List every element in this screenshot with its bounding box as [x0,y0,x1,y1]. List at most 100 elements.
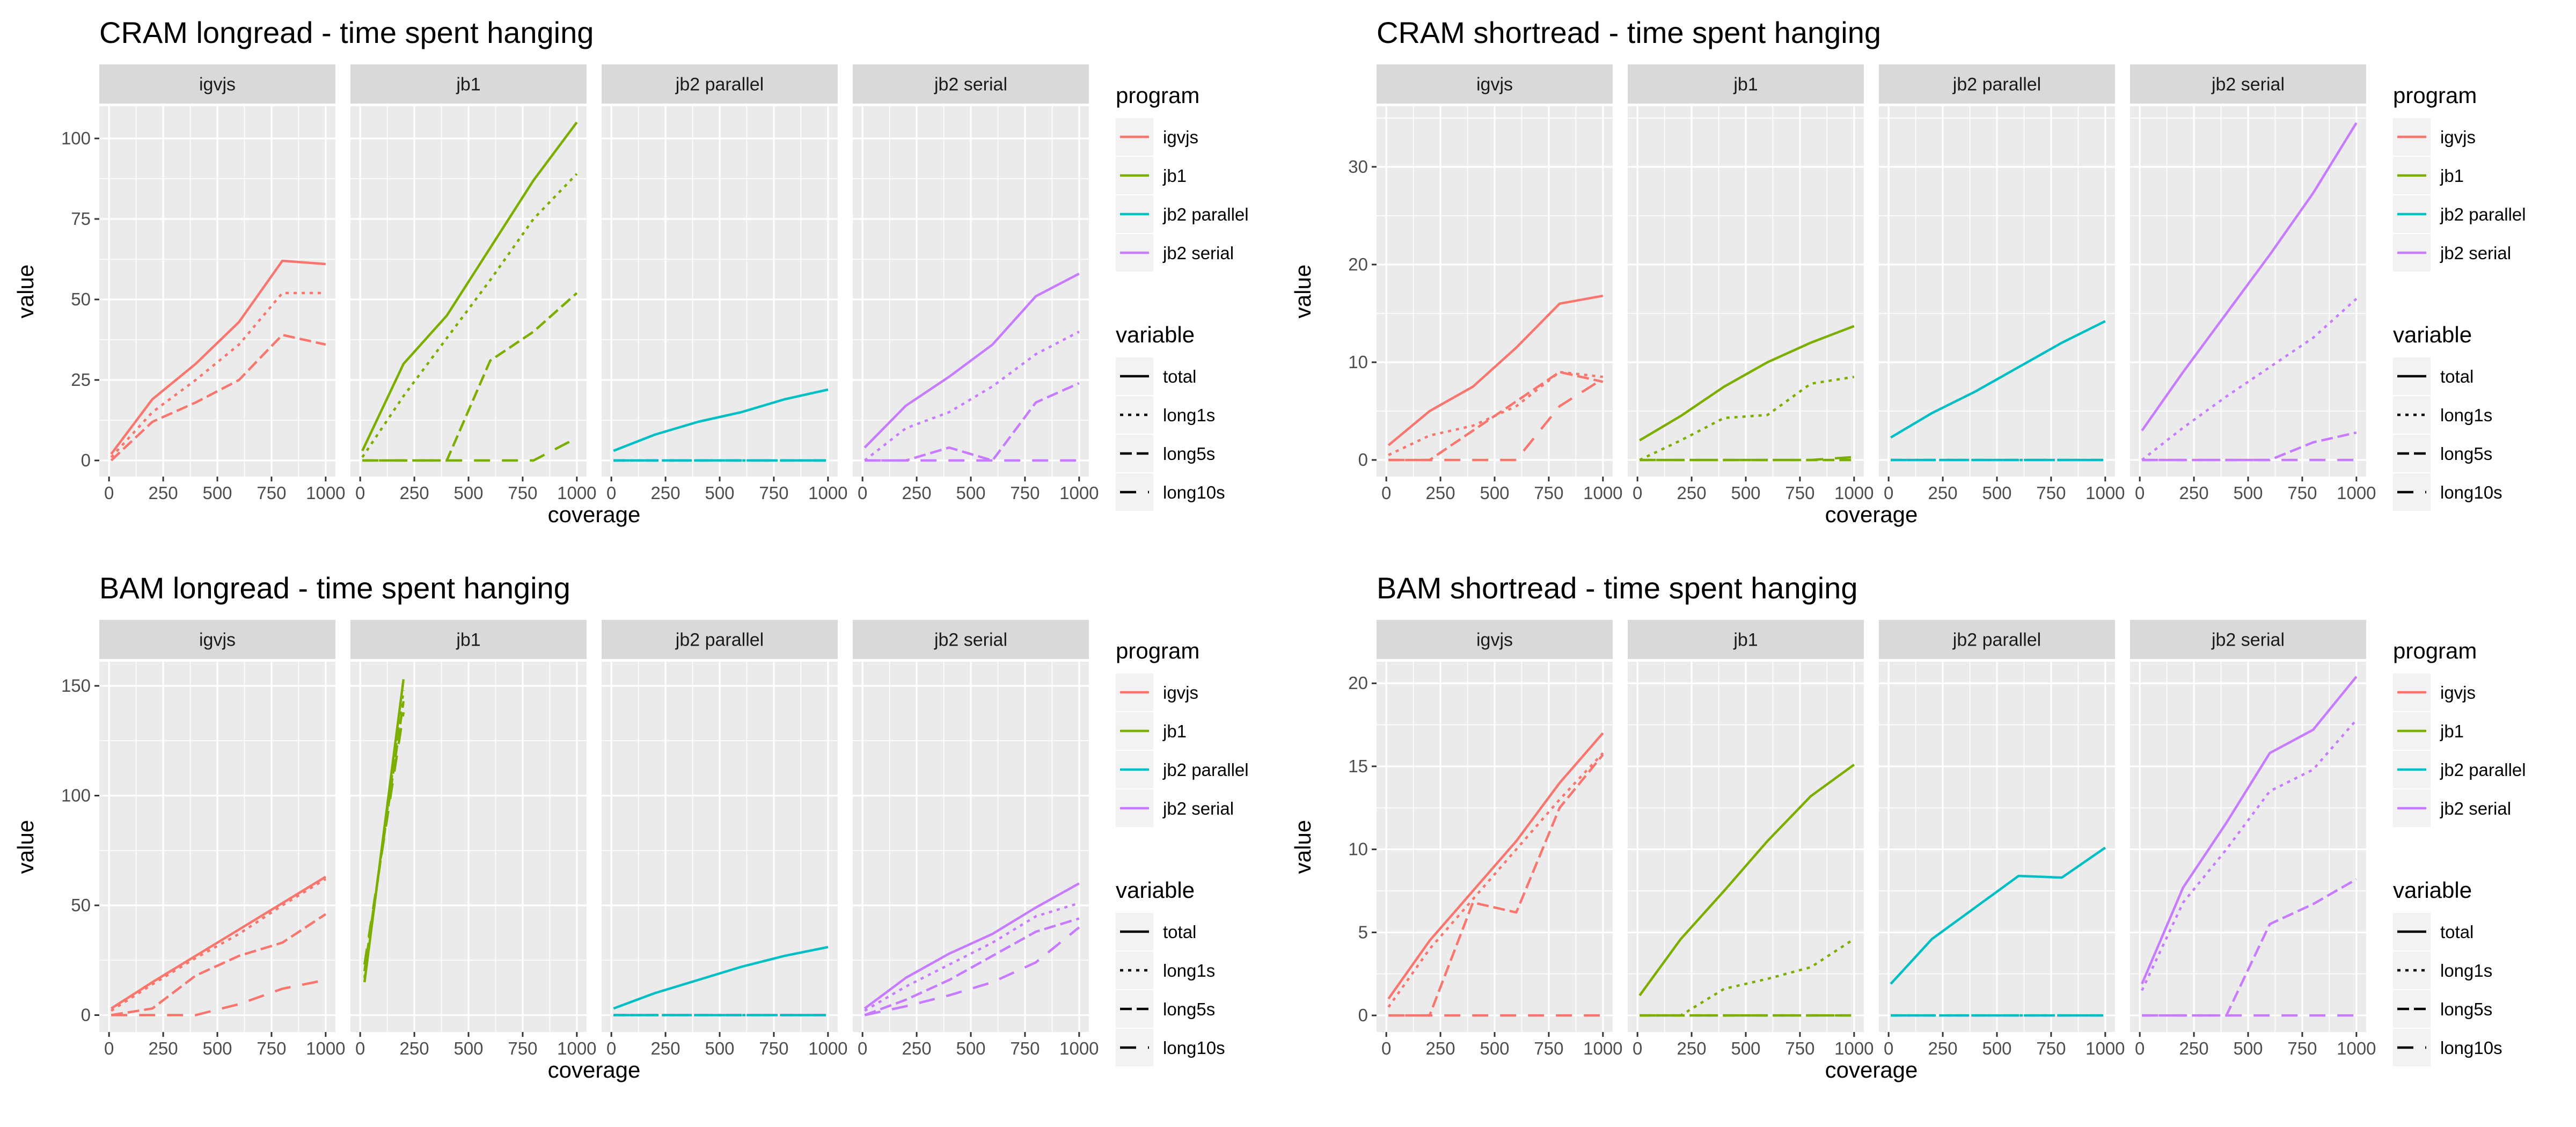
legend-label-program: igvjs [1163,683,1198,702]
legend-title-program: program [1116,83,1199,108]
x-tick-label: 500 [956,1038,985,1058]
facet-panel-jb2-serial: jb2 serial 0 250 500 750 1000 [853,64,1099,503]
chart-title: BAM longread - time spent hanging [99,571,570,605]
x-tick-label: 1000 [1583,483,1622,503]
legend-label-program: jb1 [1162,166,1187,186]
x-tick-label: 1000 [808,1038,847,1058]
x-tick-label: 750 [2036,1038,2066,1058]
x-tick-label: 0 [606,483,616,503]
y-axis-title: value [1290,265,1315,318]
x-tick-label: 0 [104,483,114,503]
facet-strip [1879,64,2115,104]
y-tick-label: 30 [1348,157,1368,177]
legend-label-variable: long5s [2440,999,2492,1019]
legend-label-program: jb1 [1162,721,1187,741]
x-tick-label: 1000 [1583,1038,1622,1058]
facet-strip-label: igvjs [1476,75,1513,95]
x-tick-label: 1000 [306,483,345,503]
x-tick-label: 1000 [1059,483,1099,503]
series-line-jb2-serial-long1s [2141,719,2358,991]
x-tick-label: 1000 [2337,1038,2376,1058]
series-line-jb2-serial-total [2141,676,2358,985]
y-tick-label: 150 [61,676,91,696]
legend-label-variable: long1s [1163,405,1215,425]
x-tick-label: 0 [1884,483,1893,503]
x-tick-label: 750 [508,1038,537,1058]
chart-4: BAM shortread - time spent hanging igvjs 0… [1290,571,2526,1082]
series-line-jb2-serial-long1s [2141,298,2358,461]
x-tick-label: 750 [1534,1038,1563,1058]
chart-3: BAM longread - time spent hanging igvjs 0 2… [13,571,1249,1082]
legend-label-variable: long1s [2440,405,2492,425]
y-tick-label: 20 [1348,673,1368,693]
legend-title-variable: variable [2393,877,2472,903]
x-tick-label: 500 [453,1038,483,1058]
x-tick-label: 250 [1677,1038,1707,1058]
facet-strip-label: jb1 [1733,630,1758,650]
x-tick-label: 250 [400,483,429,503]
y-axis-title: value [13,265,38,318]
x-tick-label: 500 [705,483,734,503]
x-tick-label: 0 [858,1038,867,1058]
legend-label-program: igvjs [1163,127,1198,147]
legend-label-variable: long10s [2440,482,2502,502]
legend-label-variable: long10s [1163,482,1225,502]
chart-title: CRAM shortread - time spent hanging [1377,16,1881,49]
y-axis-title: value [13,820,38,874]
x-tick-label: 250 [1677,483,1707,503]
x-tick-label: 750 [1010,483,1040,503]
series-line-jb2-serial-total [863,273,1080,449]
facet-strip-label: jb2 serial [2211,630,2285,650]
x-tick-label: 500 [2233,483,2263,503]
facet-panel-igvjs: igvjs 0 250 500 750 1000 0 25 50 75 100 [61,64,346,503]
series-line-igvjs-long5s [111,913,327,1016]
facet-strip [99,64,335,104]
x-tick-label: 1000 [557,1038,596,1058]
series-line-jb2-parallel-total [1890,846,2106,985]
y-tick-label: 0 [1358,450,1368,470]
x-tick-label: 250 [902,483,932,503]
x-tick-label: 0 [1884,1038,1893,1058]
facet-strip [602,620,838,659]
legend-title-program: program [1116,638,1199,663]
series-line-jb2-serial-long5s [864,917,1080,1016]
facet-strip-label: jb2 serial [2211,75,2285,95]
x-tick-label: 250 [651,483,680,503]
x-tick-label: 250 [902,1038,932,1058]
legend-label-variable: long5s [1163,999,1215,1019]
series-line-jb2-parallel-total [1890,320,2106,439]
facet-strip [350,64,587,104]
x-tick-label: 750 [257,1038,286,1058]
series-line-igvjs-long5s [110,333,326,462]
y-tick-label: 50 [71,289,91,309]
facet-strip-label: igvjs [1476,630,1513,650]
x-tick-label: 500 [453,483,483,503]
series-line-jb1-long5s [363,701,405,972]
x-tick-label: 0 [858,483,867,503]
x-tick-label: 1000 [557,483,596,503]
x-tick-label: 750 [1010,1038,1040,1058]
facet-strip [1628,620,1864,659]
x-tick-label: 500 [1480,483,1509,503]
facet-strip-label: jb2 parallel [1952,630,2041,650]
x-tick-label: 0 [104,1038,114,1058]
legend: program igvjs jb1 jb2 parallel jb2 serial var… [2393,638,2526,1066]
series-line-jb2-parallel-total [613,946,829,1010]
x-axis-title: coverage [1825,502,1918,527]
x-tick-label: 250 [1928,483,1958,503]
x-tick-label: 250 [1426,483,1455,503]
facet-strip [1377,620,1613,659]
x-tick-label: 750 [1534,483,1563,503]
facet-strip-label: jb1 [1733,75,1758,95]
facet-panel-jb1: jb1 0 250 500 750 1000 [1628,64,1874,503]
legend-label-variable: long1s [2440,961,2492,980]
x-tick-label: 500 [202,1038,232,1058]
legend-label-program: jb2 parallel [1162,760,1249,780]
x-tick-label: 500 [1982,483,2011,503]
facet-strip-label: jb2 parallel [1952,75,2041,95]
y-tick-label: 10 [1348,839,1368,859]
y-tick-label: 15 [1348,756,1368,776]
series-line-jb2-serial-long1s [863,331,1080,462]
x-tick-label: 500 [1480,1038,1509,1058]
x-tick-label: 1000 [1059,1038,1099,1058]
